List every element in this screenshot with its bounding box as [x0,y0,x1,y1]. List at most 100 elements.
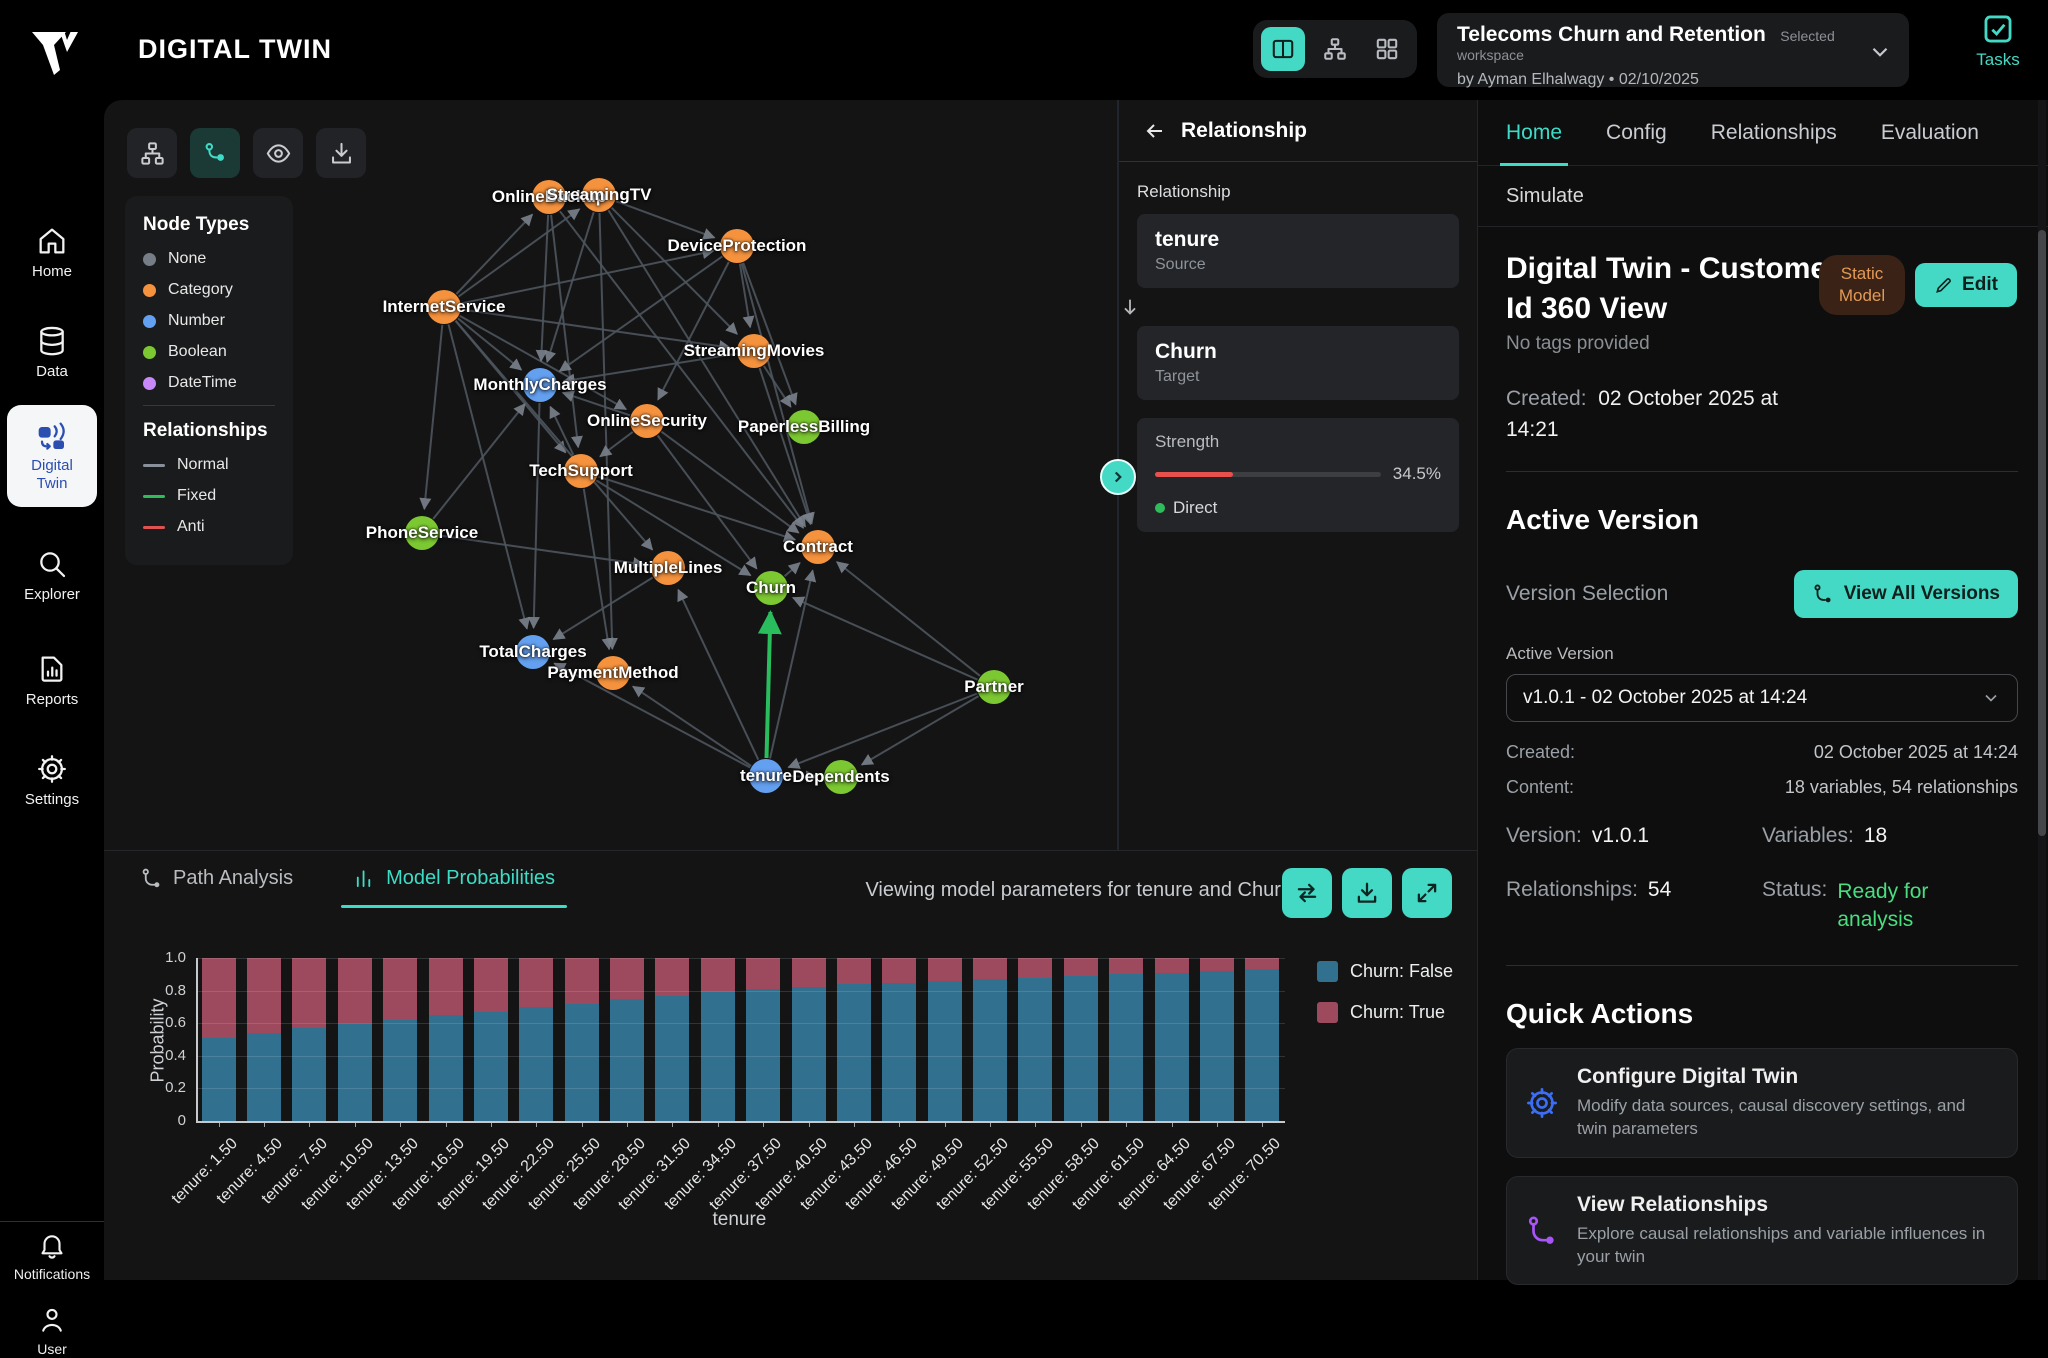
tab-simulate[interactable]: Simulate [1506,185,1584,208]
graph-node-Dependents[interactable] [824,760,858,794]
bar-churn-true [1064,958,1098,976]
graph-node-MonthlyCharges[interactable] [523,368,557,402]
graph-toolbar-download-icon[interactable] [316,128,366,178]
relationship-section-label: Relationship [1137,182,1477,202]
bar-churn-false [837,984,871,1121]
view-all-versions-button[interactable]: View All Versions [1794,570,2018,618]
workspace-name: Telecoms Churn and Retention [1457,23,1766,46]
graph-toolbar-eye-icon[interactable] [253,128,303,178]
graph-node-InternetService[interactable] [427,290,461,324]
strength-progressbar [1155,472,1381,477]
graph-node-StreamingTV[interactable] [582,178,616,212]
relationship-strength-card: Strength 34.5% Direct [1137,418,1459,532]
graph-node-Contract[interactable] [801,530,835,564]
bar-churn-false [792,987,826,1121]
y-tick-label: 0.8 [146,982,186,999]
edit-button[interactable]: Edit [1915,263,2017,307]
graph-edge-is-tc [449,324,528,628]
app-title: DIGITAL TWIN [138,34,332,65]
version-select[interactable]: v1.0.1 - 02 October 2025 at 14:24 [1506,674,2018,722]
legend-relationship-anti: Anti [143,518,275,536]
sidebar-item-data[interactable]: Data [0,325,104,381]
graph-toolbar-hierarchy-icon[interactable] [127,128,177,178]
scrollbar-track[interactable] [2038,100,2046,1280]
chevron-down-icon [1981,688,2001,708]
sidebar-item-settings[interactable]: Settings [0,753,104,809]
bar-churn-true [792,958,826,987]
bar-churn-false [338,1023,372,1121]
sidebar-item-digital-twin[interactable]: Digital Twin [7,405,97,507]
bar-churn-true [1200,958,1234,971]
direct-label: Direct [1173,498,1217,518]
workspace-selector[interactable]: Telecoms Churn and Retention Selected wo… [1437,13,1909,87]
bar-chart-icon [353,867,376,890]
bar-churn-true [519,958,553,1007]
digital-twin-icon [36,419,68,451]
tab-evaluation[interactable]: Evaluation [1881,100,1979,166]
graph-node-PaperlessBilling[interactable] [787,410,821,444]
graph-toolbar-route-icon[interactable] [190,128,240,178]
bar-churn-false [429,1015,463,1121]
static-model-badge: Static Model [1819,255,1905,315]
tab-model-probabilities[interactable]: Model Probabilities [353,867,555,908]
graph-node-OnlineBackup[interactable] [532,180,566,214]
bar-churn-false [973,979,1007,1121]
version-created-label: Created: [1506,742,1575,763]
tab-config[interactable]: Config [1606,100,1667,166]
scrollbar-thumb[interactable] [2038,230,2046,836]
bar-churn-true [292,958,326,1028]
bar-churn-false [1155,973,1189,1121]
sidebar-item-reports[interactable]: Reports [0,653,104,709]
graph-node-tenure[interactable] [749,759,783,793]
legend-node-type-boolean: Boolean [143,343,275,361]
view-toggle-grid-icon[interactable] [1365,27,1409,71]
graph-node-StreamingMovies[interactable] [737,334,771,368]
sidebar-item-notifications[interactable]: Notifications [0,1230,104,1283]
tab-relationships[interactable]: Relationships [1711,100,1837,166]
relationship-source-card[interactable]: tenure Source [1137,214,1459,288]
graph-node-TechSupport[interactable] [564,454,598,488]
sidebar-item-user[interactable]: User [0,1305,104,1358]
relationship-panel: Relationship Relationship tenure Source … [1117,100,1477,850]
view-toggle-columns-icon[interactable] [1261,27,1305,71]
tab-home[interactable]: Home [1506,100,1562,166]
gear-icon [1525,1086,1559,1120]
graph-node-PaymentMethod[interactable] [596,656,630,690]
version-select-value: v1.0.1 - 02 October 2025 at 14:24 [1523,687,1807,709]
target-name: Churn [1155,340,1441,364]
back-arrow-icon[interactable] [1143,119,1167,143]
view-toggle-hierarchy-icon[interactable] [1313,27,1357,71]
graph-node-Churn[interactable] [754,571,788,605]
graph-edge-pa-te [788,694,977,768]
graph-node-PhoneService[interactable] [405,516,439,550]
panel-collapse-handle[interactable] [1100,459,1136,495]
bar-churn-true [429,958,463,1015]
relationship-target-card[interactable]: Churn Target [1137,326,1459,400]
sidebar-item-explorer[interactable]: Explorer [0,548,104,604]
version-field: Version:v1.0.1 [1506,824,1762,848]
chart-swap-button[interactable] [1282,868,1332,918]
graph-edge-sm-pb [764,366,791,407]
created-line: Created: 02 October 2025 at 14:21 [1506,383,1816,445]
graph-node-TotalCharges[interactable] [516,635,550,669]
graph-edge-te-ch[interactable] [767,612,771,758]
graph-node-MultipleLines[interactable] [651,551,685,585]
tasks-button[interactable]: Tasks [1962,12,2034,88]
graph-edge-ob-ts [551,215,578,447]
bar-churn-false [610,999,644,1121]
legend-node-type-none: None [143,250,275,268]
relationship-panel-header: Relationship [1119,100,1477,162]
chart-expand-button[interactable] [1402,868,1452,918]
chart-download-button[interactable] [1342,868,1392,918]
tab-path-analysis[interactable]: Path Analysis [140,867,293,908]
graph-node-Partner[interactable] [977,670,1011,704]
legend-divider [143,405,275,406]
y-axis [196,958,198,1121]
bar-churn-true [1155,958,1189,973]
sidebar-item-home[interactable]: Home [0,225,104,281]
graph-node-OnlineSecurity[interactable] [630,404,664,438]
graph-node-DeviceProtection[interactable] [720,229,754,263]
graph-edge-ch-co [785,563,800,576]
